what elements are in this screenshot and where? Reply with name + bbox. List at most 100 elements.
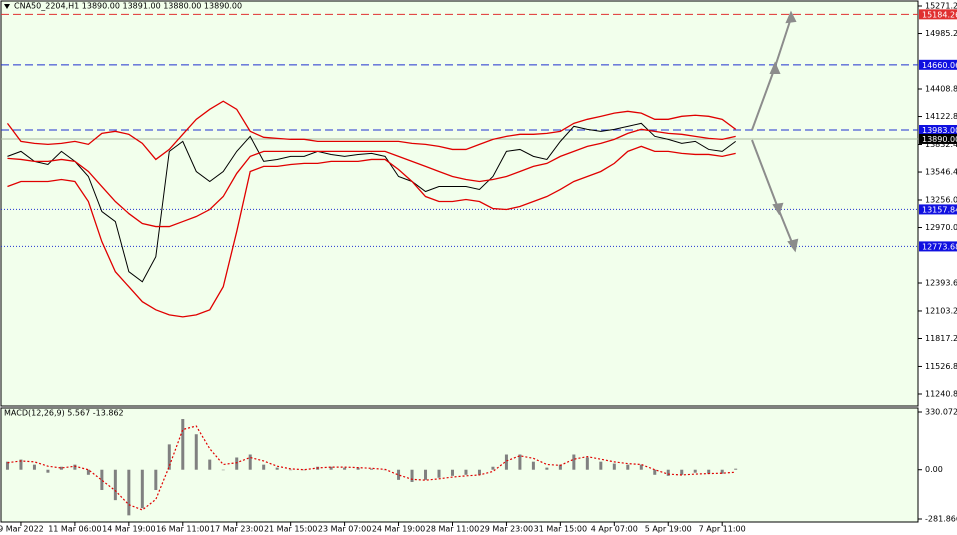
x-tick-label: 23 Mar 07:00 [318, 525, 371, 534]
macd-bar [208, 459, 212, 470]
macd-bar [59, 466, 63, 470]
price-line [7, 122, 736, 283]
macd-bar [585, 457, 589, 470]
y-tick-label: 0.00 [925, 465, 943, 474]
macd-bar [504, 454, 508, 470]
level-label: 13983.00 [922, 126, 957, 135]
level-label-bg [919, 133, 957, 144]
macd-bar [46, 469, 50, 473]
macd-bar [289, 469, 293, 471]
y-tick-label: 11526.80 [925, 362, 957, 371]
level-label: 14660.06 [922, 61, 957, 70]
macd-bar [181, 419, 185, 470]
y-tick-label: 13832.40 [925, 140, 957, 149]
macd-bar [73, 464, 77, 470]
y-tick-label: 14985.20 [925, 29, 957, 38]
macd-bar [491, 466, 495, 470]
macd-bar [612, 463, 616, 470]
macd-bar [32, 464, 36, 470]
macd-bar [329, 466, 333, 470]
arrow-head [785, 10, 797, 24]
macd-bar [599, 461, 603, 470]
macd-bar [477, 469, 481, 475]
macd-bar [302, 469, 306, 471]
projection-arrows [751, 10, 799, 253]
macd-bar [86, 469, 90, 475]
macd-bar [734, 468, 738, 470]
band-line [6, 100, 737, 161]
x-tick-label: 31 Mar 15:00 [534, 525, 587, 534]
level-label-bg [919, 204, 957, 215]
x-tick-label: 29 Mar 23:00 [480, 525, 533, 534]
y-tick-label: 12970.00 [925, 223, 957, 232]
macd-bar [5, 461, 9, 470]
macd-bar [194, 434, 198, 470]
macd-bar [518, 454, 522, 470]
macd-panel [0, 407, 919, 523]
arrow-head [787, 238, 799, 253]
level-label-bg [919, 124, 957, 135]
macd-signal [7, 425, 736, 511]
level-label-bg [919, 241, 957, 252]
macd-bar [545, 467, 549, 470]
band-line [7, 128, 736, 228]
level-label: 13157.84 [922, 205, 957, 214]
x-tick-label: 28 Mar 11:00 [426, 525, 479, 534]
y-tick-label: 14122.80 [925, 112, 957, 121]
x-tick-label: 14 Mar 19:00 [102, 525, 155, 534]
macd-bar [275, 467, 279, 470]
y-tick-label: 13546.40 [925, 168, 957, 177]
x-tick-label: 9 Mar 2022 [0, 525, 44, 534]
macd-bar [343, 467, 347, 470]
macd-bar [356, 467, 360, 470]
macd-bar [693, 469, 697, 473]
level-label-bg [919, 9, 957, 20]
macd-bar [720, 469, 724, 474]
macd-bar [531, 461, 535, 470]
macd-label: MACD(12,26,9) 5.567 -13.862 [4, 409, 124, 418]
macd-bar [370, 468, 374, 470]
macd-bar [653, 469, 657, 475]
band-line [7, 145, 736, 318]
x-tick-label: 5 Apr 19:00 [645, 525, 692, 534]
level-label: 15184.26 [922, 10, 957, 19]
macd-bar [424, 469, 428, 480]
macd-bar [19, 459, 23, 470]
level-label: 12773.68 [922, 242, 957, 251]
macd-bar [127, 469, 131, 516]
y-tick-label: 11817.20 [925, 334, 957, 343]
x-tick-label: 21 Mar 15:00 [264, 525, 317, 534]
macd-bar [410, 469, 414, 482]
x-tick-label: 17 Mar 23:00 [210, 525, 263, 534]
menu-triangle [4, 4, 10, 9]
macd-bar [572, 454, 576, 470]
macd-bar [248, 454, 252, 470]
x-tick-label: 11 Mar 06:00 [48, 525, 101, 534]
chart-title: CNA50_2204,H1 13890.00 13891.00 13880.00… [14, 2, 242, 11]
macd-bar [558, 464, 562, 470]
macd-bar [235, 457, 239, 470]
x-tick-label: 4 Apr 07:00 [591, 525, 638, 534]
x-tick-label: 24 Mar 19:00 [372, 525, 425, 534]
x-tick-label: 16 Mar 11:00 [156, 525, 209, 534]
macd-bar [140, 469, 144, 509]
macd-bar [154, 469, 158, 491]
y-tick-label: 14408.80 [925, 85, 957, 94]
macd-bar [680, 469, 684, 475]
y-tick-label: 13256.00 [925, 195, 957, 204]
macd-bar [167, 444, 171, 470]
macd-bar [100, 469, 104, 491]
y-tick-label: 11240.80 [925, 389, 957, 398]
arrow-head [772, 202, 784, 216]
macd-bar [113, 469, 117, 501]
arrow-head [769, 61, 781, 74]
macd-bar [464, 469, 468, 475]
y-tick-label: 15271.20 [925, 1, 957, 10]
macd-bar [626, 464, 630, 470]
macd-bar [450, 469, 454, 476]
y-tick-label: -281.866 [925, 515, 957, 524]
macd-bar [437, 469, 441, 478]
macd-bar [221, 469, 225, 471]
